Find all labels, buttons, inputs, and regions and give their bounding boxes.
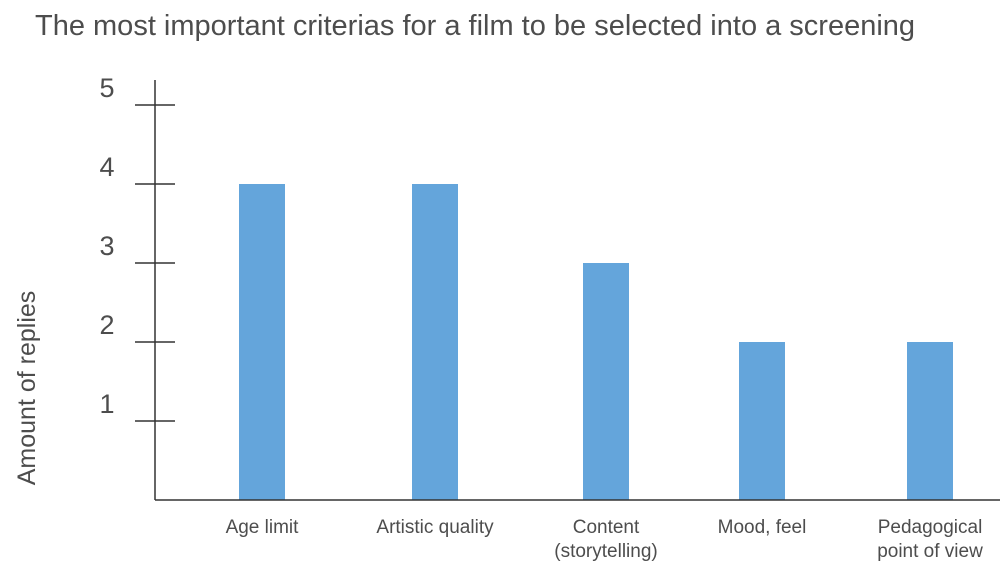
bars (239, 184, 953, 500)
y-axis-title-text: Amount of replies (13, 291, 41, 486)
bar (239, 184, 285, 500)
y-tick-label: 3 (99, 231, 114, 261)
bar (739, 342, 785, 500)
y-tick-label: 2 (99, 310, 114, 340)
y-tick-label: 4 (99, 152, 114, 182)
bar (907, 342, 953, 500)
x-category-label: Age limit (226, 517, 300, 538)
x-category-label: Artistic quality (376, 517, 494, 538)
y-tick-label: 5 (99, 73, 114, 103)
bar (583, 263, 629, 500)
x-labels: Age limit Artistic quality Content (storyte… (226, 517, 984, 562)
y-axis-title: Amount of replies (13, 291, 41, 486)
x-category-label: Pedagogical point of view (877, 517, 983, 562)
axes (154, 80, 1000, 501)
chart-title: The most important criterias for a film … (35, 10, 916, 42)
y-ticks: 1 2 3 4 5 (99, 73, 175, 422)
x-category-label: Content (storytelling) (554, 517, 657, 562)
x-category-label: Mood, feel (718, 517, 807, 538)
y-tick-label: 1 (99, 389, 114, 419)
bar (412, 184, 458, 500)
